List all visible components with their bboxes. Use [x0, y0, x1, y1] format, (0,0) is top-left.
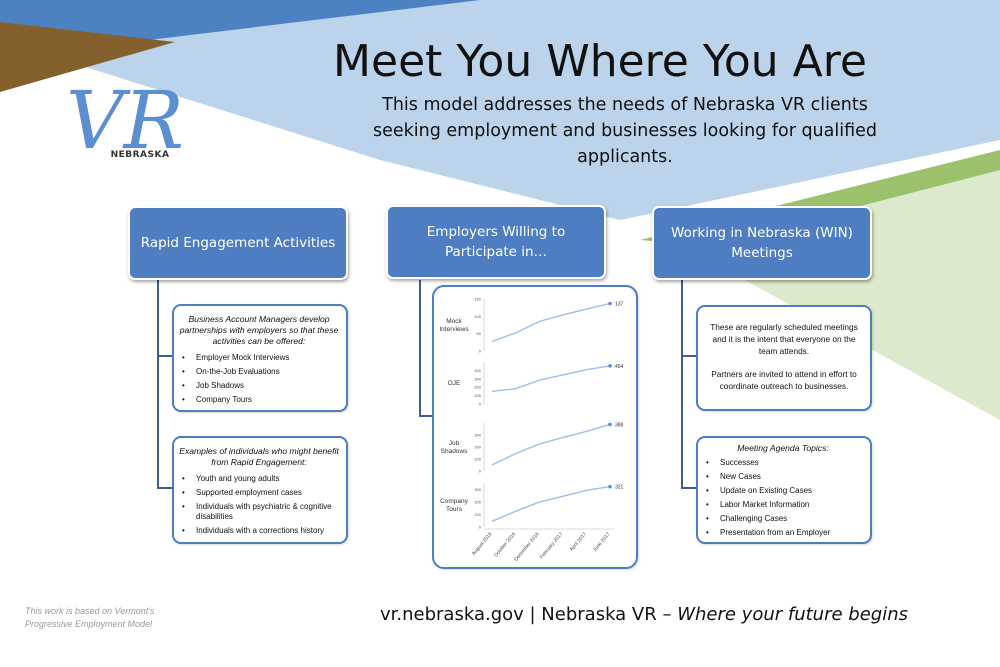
series-end-point — [608, 484, 612, 489]
rapid-connector — [157, 280, 172, 489]
y-tick-label: 100 — [474, 314, 481, 319]
rapid-examples-card: Examples of individuals who might benefi… — [172, 436, 348, 544]
y-tick-label: 0 — [479, 349, 482, 354]
footer-url-text: vr.nebraska.gov | Nebraska VR – — [380, 604, 678, 625]
employers-chart-card: 0 50 100 150 Mock Interviews 137 0 100 200 300 400 O… — [432, 285, 638, 569]
x-tick-label: April 2017 — [569, 531, 588, 552]
y-tick-label: 200 — [474, 385, 481, 390]
x-tick-label: June 2017 — [592, 531, 612, 553]
list-item: Company Tours — [178, 393, 340, 407]
series-line — [491, 365, 611, 393]
list-item: Update on Existing Cases — [702, 484, 864, 498]
win-agenda-list: Successes New Cases Update on Existing C… — [702, 456, 864, 540]
employers-connector — [419, 280, 434, 417]
series-end-point — [608, 364, 612, 368]
series-line — [491, 423, 611, 466]
series-label: Shadows — [441, 448, 468, 455]
footer-note-line1: This work is based on Vermont’s — [25, 606, 155, 616]
y-tick-label: 150 — [474, 297, 481, 302]
list-item: On-the-Job Evaluations — [178, 365, 340, 379]
x-tick-label: August 2016 — [471, 531, 494, 557]
win-description-p1: These are regularly scheduled meetings a… — [710, 322, 858, 356]
employers-header: Employers Willing to Participate in… — [386, 205, 606, 279]
series-label: Interviews — [439, 326, 469, 333]
series-end-label: 321 — [615, 485, 624, 491]
list-item: New Cases — [702, 470, 864, 484]
x-tick-label: February 2017 — [539, 531, 565, 560]
list-item: Individuals with a corrections history — [178, 524, 340, 538]
series-label: Company — [440, 498, 469, 505]
list-item: Youth and young adults — [178, 472, 340, 486]
y-tick-label: 400 — [474, 368, 481, 373]
series-label: Job — [449, 440, 460, 447]
bg-brown-wedge — [0, 22, 175, 92]
win-agenda-title: Meeting Agenda Topics: — [737, 443, 829, 453]
list-item: Supported employment cases — [178, 486, 340, 500]
y-tick-label: 300 — [474, 433, 481, 438]
list-item: Job Shadows — [178, 379, 340, 393]
list-item: Challenging Cases — [702, 512, 864, 526]
series-label: OJE — [448, 380, 461, 387]
y-tick-label: 100 — [474, 512, 481, 517]
list-item: Labor Market Information — [702, 498, 864, 512]
list-item: Employer Mock Interviews — [178, 351, 340, 365]
series-end-label: 137 — [615, 302, 624, 308]
y-tick-label: 50 — [477, 331, 482, 336]
rapid-activities-list: Employer Mock Interviews On-the-Job Eval… — [178, 351, 340, 407]
footer-slogan: Where your future begins — [677, 604, 908, 625]
rapid-activities-intro: Business Account Managers develop partne… — [179, 314, 339, 346]
logo-letters: VR — [66, 74, 184, 167]
nebraska-vr-logo: VR — [66, 74, 184, 167]
list-item: Individuals with psychiatric & cognitive… — [178, 502, 340, 522]
list-item: Presentation from an Employer — [702, 526, 864, 540]
series-label: Mock — [446, 318, 462, 325]
footer-note-line2: Progressive Employment Model — [25, 619, 153, 629]
series-end-point — [608, 422, 612, 427]
y-tick-label: 200 — [474, 445, 481, 450]
series-label: Tours — [446, 506, 463, 513]
footer-tagline: vr.nebraska.gov | Nebraska VR – Where yo… — [380, 604, 908, 625]
win-meetings-header: Working in Nebraska (WIN) Meetings — [652, 206, 872, 280]
y-tick-label: 0 — [479, 525, 482, 530]
y-tick-label: 300 — [474, 376, 481, 381]
list-item: Successes — [702, 456, 864, 470]
win-agenda-card: Meeting Agenda Topics: Successes New Cas… — [696, 436, 872, 544]
series-line — [491, 302, 611, 342]
y-tick-label: 0 — [479, 469, 482, 474]
series-end-point — [608, 301, 612, 306]
x-tick-label: October 2016 — [493, 531, 517, 558]
rapid-engagement-header: Rapid Engagement Activities — [128, 206, 348, 280]
rapid-examples-intro: Examples of individuals who might benefi… — [179, 446, 339, 467]
page-subtitle: This model addresses the needs of Nebras… — [373, 95, 877, 167]
footer-note: This work is based on Vermont’s Progress… — [25, 605, 155, 631]
y-tick-label: 100 — [474, 457, 481, 462]
series-line — [491, 485, 611, 522]
x-tick-label: December 2016 — [513, 531, 541, 562]
series-end-label: 388 — [615, 422, 624, 428]
rapid-examples-list: Youth and young adults Supported employm… — [178, 472, 340, 538]
y-tick-label: 200 — [474, 499, 481, 504]
y-tick-label: 100 — [474, 393, 481, 398]
win-description-card: These are regularly scheduled meetings a… — [696, 305, 872, 411]
y-tick-label: 0 — [479, 402, 482, 407]
logo-state-label: NEBRASKA — [110, 150, 170, 160]
y-tick-label: 300 — [474, 487, 481, 492]
series-end-label: 454 — [615, 364, 624, 370]
win-connector — [681, 280, 696, 489]
bg-light-blue-band — [0, 0, 1000, 220]
page-title: Meet You Where You Are — [333, 36, 867, 87]
win-description-p2: Partners are invited to attend in effort… — [711, 369, 857, 391]
rapid-activities-card: Business Account Managers develop partne… — [172, 304, 348, 412]
